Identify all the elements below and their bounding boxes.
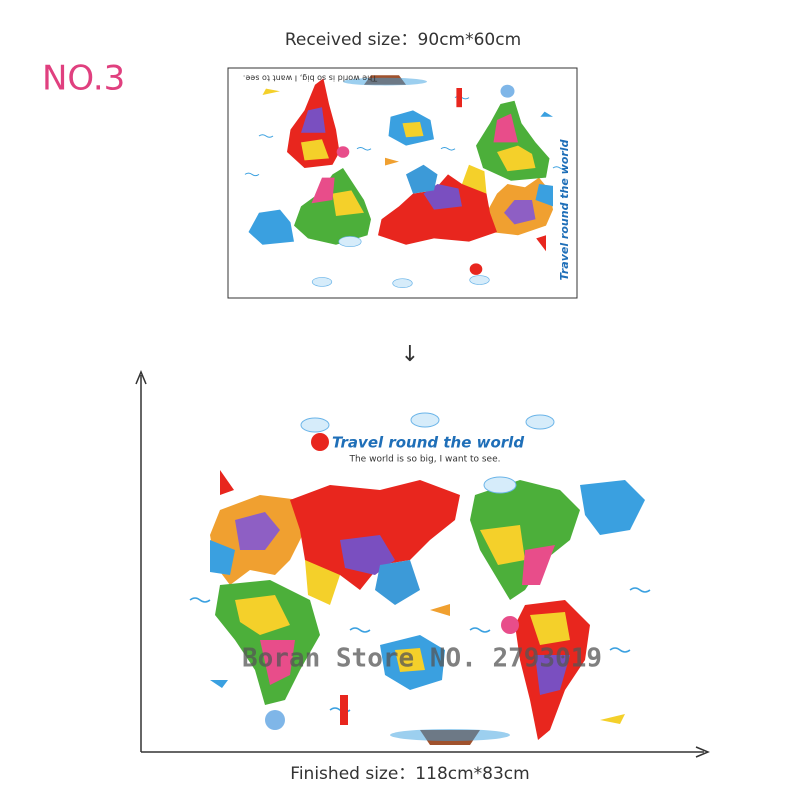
badge: NO.3 [42,59,125,99]
map-tagline: The world is so big, I want to see. [348,455,500,465]
finished-size: Finished size：118cm*83cm [290,764,529,784]
received-sheet [227,67,578,299]
watermark: Boran Store NO. 2793019 [242,644,602,674]
down-arrow: ↓ [401,342,419,367]
received-title: Travel round the world [558,139,571,280]
received-size: Received size：90cm*60cm [285,30,521,50]
received-tagline: The world is so big, I want to see. [243,74,378,83]
size-axes [135,370,710,758]
map-title: Travel round the world [332,434,524,452]
